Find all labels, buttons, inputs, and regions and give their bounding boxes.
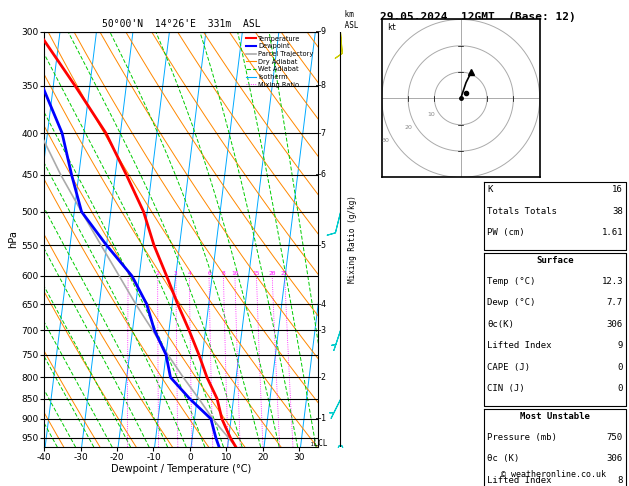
- Text: θc(K): θc(K): [487, 320, 514, 329]
- X-axis label: Dewpoint / Temperature (°C): Dewpoint / Temperature (°C): [111, 465, 251, 474]
- Text: –3: –3: [316, 326, 326, 335]
- Text: 3: 3: [174, 271, 178, 276]
- Title: 50°00'N  14°26'E  331m  ASL: 50°00'N 14°26'E 331m ASL: [101, 19, 260, 30]
- Text: ₁LCL: ₁LCL: [309, 439, 328, 448]
- Text: 20: 20: [269, 271, 276, 276]
- Text: Mixing Ratio (g/kg): Mixing Ratio (g/kg): [348, 195, 357, 283]
- Text: –6: –6: [316, 170, 326, 179]
- Text: –4: –4: [316, 300, 326, 309]
- Text: Surface: Surface: [536, 256, 574, 265]
- Text: 306: 306: [607, 454, 623, 464]
- Text: 7.7: 7.7: [607, 298, 623, 308]
- Text: 38: 38: [612, 207, 623, 216]
- Text: 29.05.2024  12GMT  (Base: 12): 29.05.2024 12GMT (Base: 12): [380, 12, 576, 22]
- Text: 8: 8: [221, 271, 225, 276]
- Text: 15: 15: [253, 271, 260, 276]
- Text: 10: 10: [231, 271, 238, 276]
- Text: 10: 10: [428, 112, 435, 117]
- Text: –1: –1: [316, 415, 326, 423]
- Legend: Temperature, Dewpoint, Parcel Trajectory, Dry Adiabat, Wet Adiabat, Isotherm, Mi: Temperature, Dewpoint, Parcel Trajectory…: [245, 35, 314, 88]
- Text: K: K: [487, 185, 493, 194]
- Text: CIN (J): CIN (J): [487, 384, 525, 393]
- Text: PW (cm): PW (cm): [487, 228, 525, 237]
- Text: –5: –5: [316, 241, 326, 250]
- Text: Lifted Index: Lifted Index: [487, 476, 552, 485]
- Text: 2: 2: [156, 271, 160, 276]
- Text: kt: kt: [387, 23, 396, 32]
- Text: 750: 750: [607, 433, 623, 442]
- Text: θc (K): θc (K): [487, 454, 520, 464]
- Text: 16: 16: [612, 185, 623, 194]
- Text: 6: 6: [207, 271, 211, 276]
- Text: 12.3: 12.3: [601, 277, 623, 286]
- Text: –2: –2: [316, 373, 326, 382]
- Text: Pressure (mb): Pressure (mb): [487, 433, 557, 442]
- Text: Temp (°C): Temp (°C): [487, 277, 535, 286]
- Text: Lifted Index: Lifted Index: [487, 341, 552, 350]
- Text: 9: 9: [618, 341, 623, 350]
- Text: 8: 8: [618, 476, 623, 485]
- Text: 1: 1: [126, 271, 130, 276]
- Text: © weatheronline.co.uk: © weatheronline.co.uk: [501, 469, 606, 479]
- Text: –9: –9: [316, 27, 326, 36]
- Text: km
 ASL: km ASL: [340, 10, 359, 30]
- Y-axis label: hPa: hPa: [8, 230, 18, 248]
- Text: CAPE (J): CAPE (J): [487, 363, 530, 372]
- Text: 0: 0: [618, 363, 623, 372]
- Text: 20: 20: [404, 125, 413, 130]
- Text: 30: 30: [382, 138, 390, 143]
- Text: Totals Totals: Totals Totals: [487, 207, 557, 216]
- Text: 1.61: 1.61: [601, 228, 623, 237]
- Text: Dewp (°C): Dewp (°C): [487, 298, 535, 308]
- Text: 306: 306: [607, 320, 623, 329]
- Text: 25: 25: [281, 271, 289, 276]
- Text: Most Unstable: Most Unstable: [520, 412, 590, 421]
- Text: –7: –7: [316, 128, 326, 138]
- Text: 4: 4: [187, 271, 191, 276]
- Text: –8: –8: [316, 82, 326, 90]
- Text: 0: 0: [618, 384, 623, 393]
